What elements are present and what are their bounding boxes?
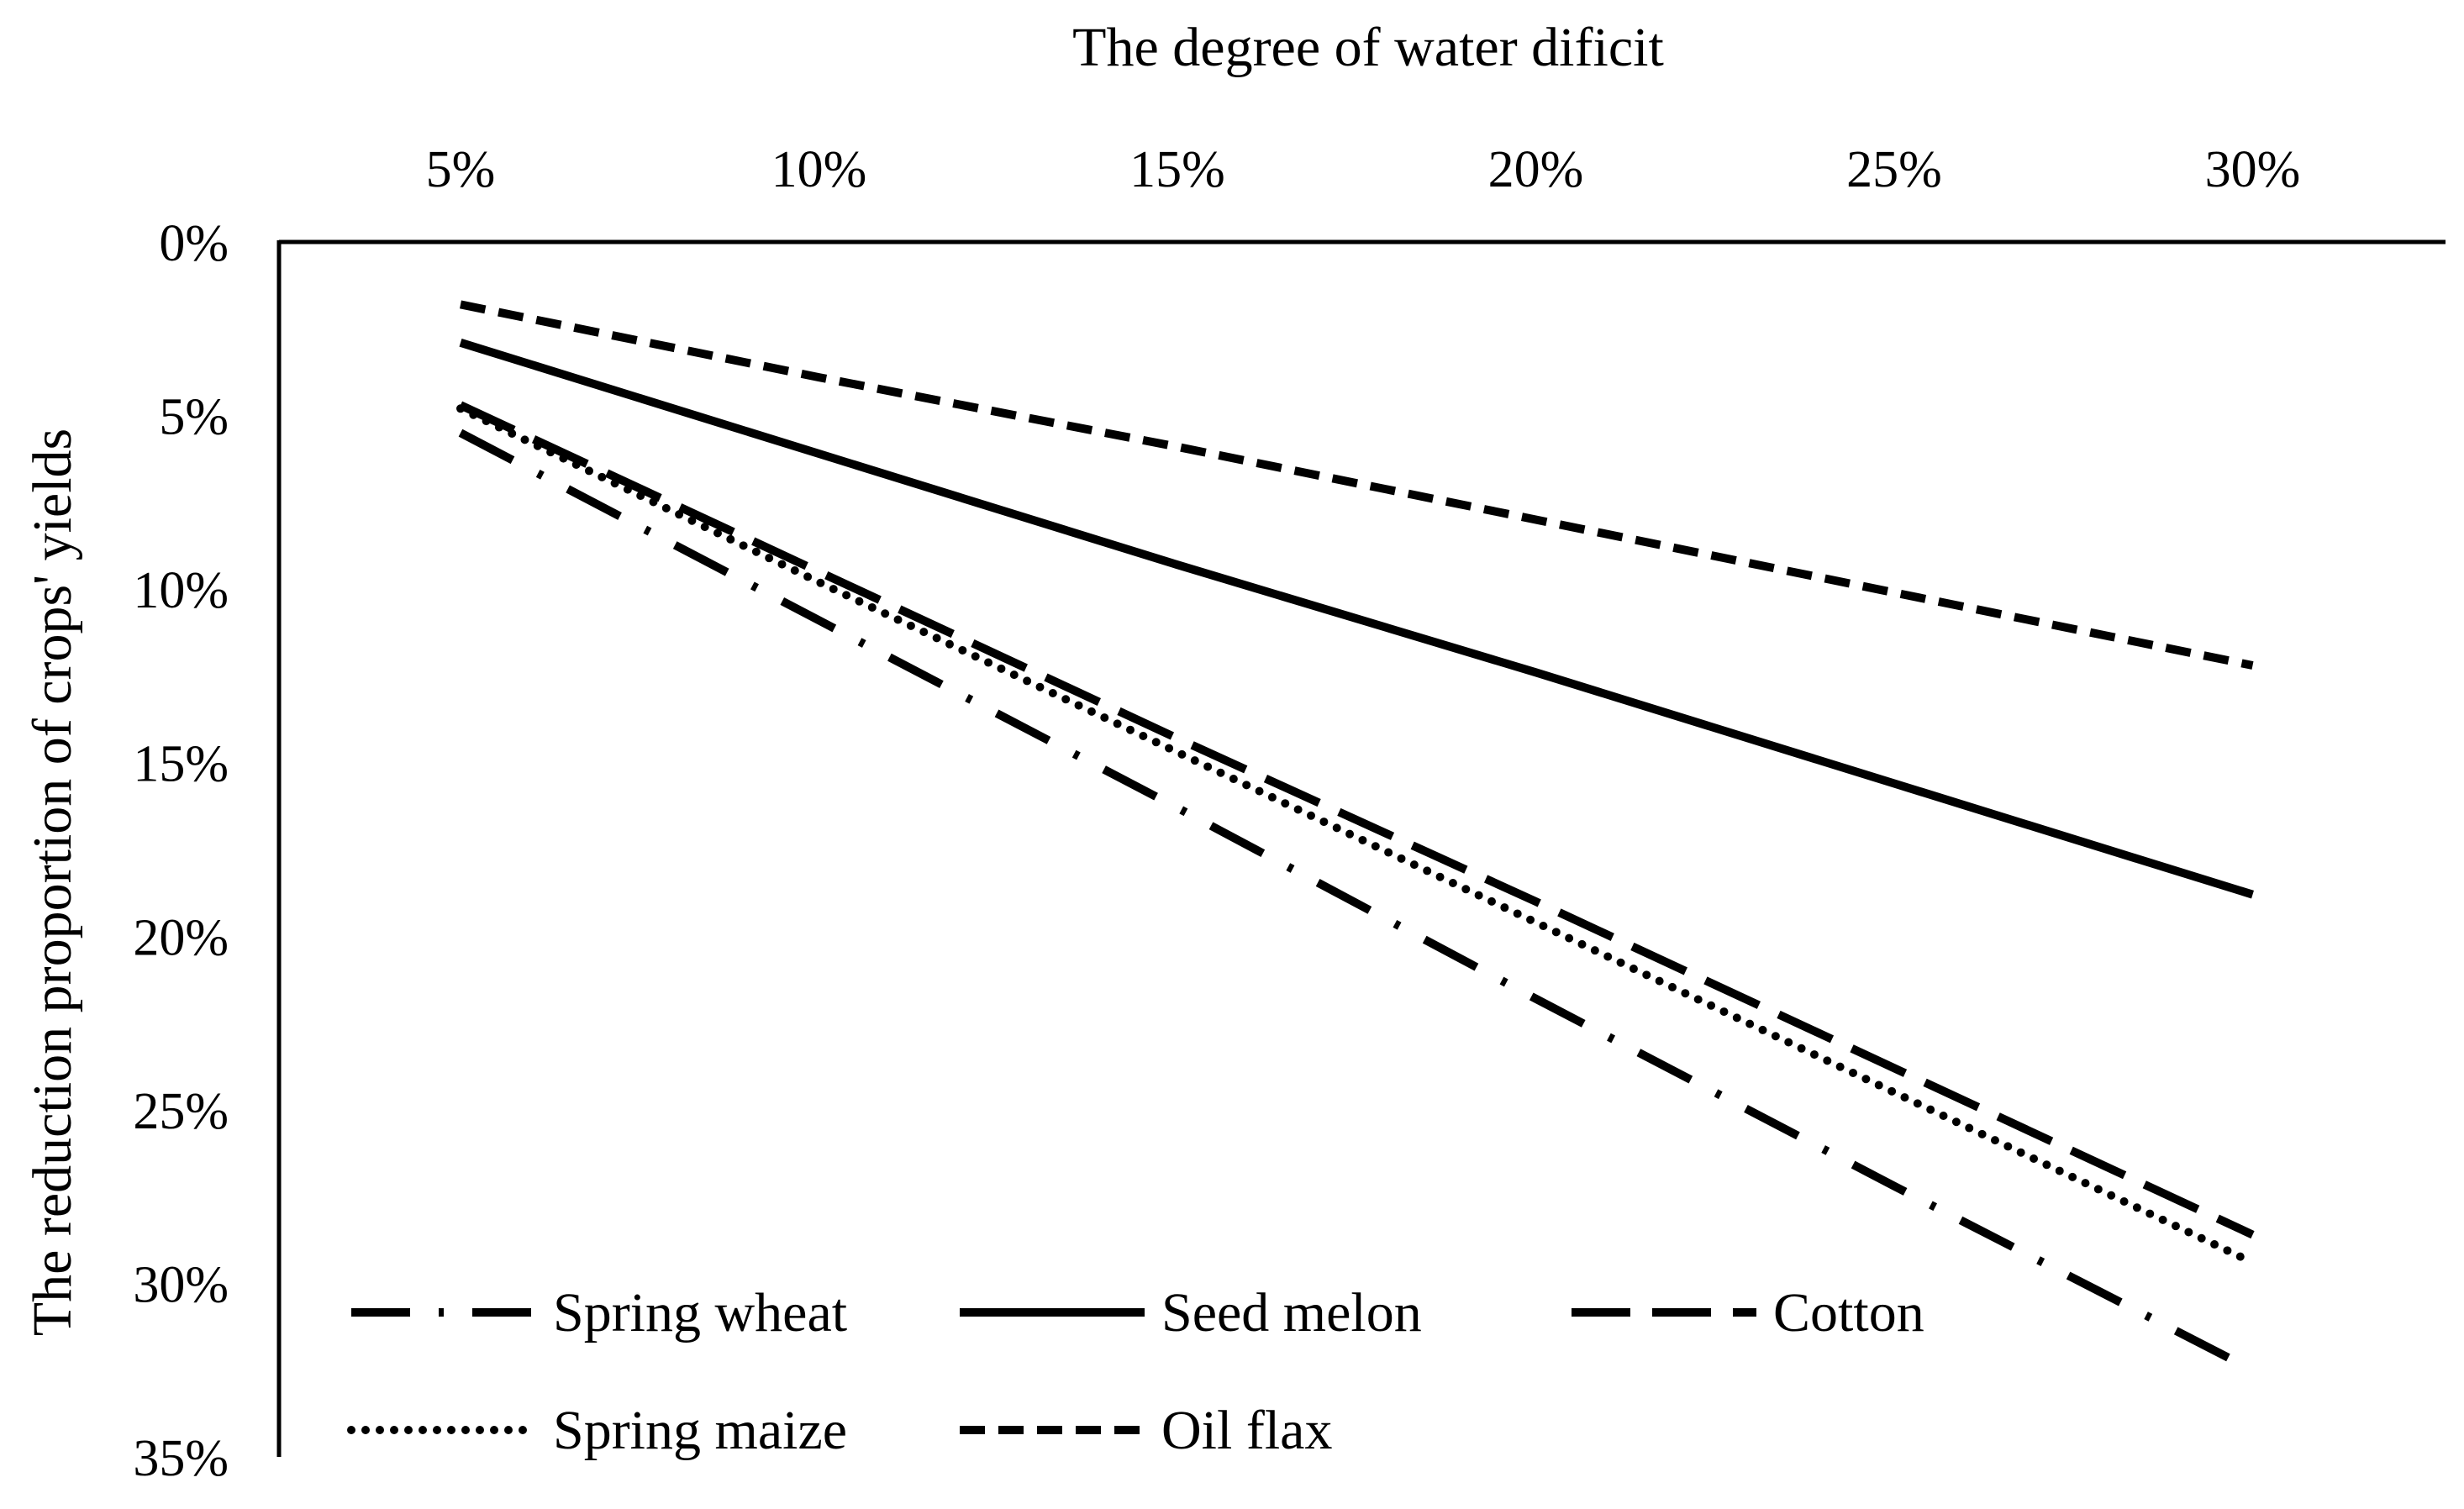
- legend-item-seed-melon: Seed melon: [960, 1282, 1422, 1343]
- x-tick-label: 30%: [2205, 141, 2301, 198]
- y-tick-label: 25%: [133, 1083, 229, 1140]
- x-tick-label: 20%: [1488, 141, 1584, 198]
- series-line-cotton: [458, 401, 2255, 1239]
- y-axis-title: The reduction proportion of crops' yield…: [22, 429, 83, 1336]
- series-line-spring-maize: [456, 404, 2257, 1267]
- x-tick-label: 15%: [1129, 141, 1225, 198]
- y-tick-label: 5%: [159, 389, 229, 446]
- legend-label: Seed melon: [1161, 1282, 1422, 1343]
- series-lines: [456, 300, 2257, 1375]
- y-tick-label: 10%: [133, 562, 229, 619]
- legend-label: Oil flax: [1161, 1400, 1332, 1461]
- legend-item-cotton: Cotton: [1572, 1282, 1924, 1343]
- legend-label: Spring wheat: [553, 1282, 847, 1343]
- y-tick-labels: 0% 5% 10% 15% 20% 25% 30% 35%: [133, 215, 229, 1487]
- x-axis-title: The degree of water dificit: [1072, 17, 1664, 78]
- legend-label: Spring maize: [553, 1400, 847, 1461]
- legend-item-spring-wheat: Spring wheat: [351, 1282, 847, 1343]
- y-tick-label: 0%: [159, 215, 229, 272]
- y-tick-label: 15%: [133, 736, 229, 793]
- x-tick-label: 25%: [1846, 141, 1942, 198]
- y-tick-label: 30%: [133, 1256, 229, 1313]
- y-tick-label: 20%: [133, 909, 229, 966]
- series-line-seed-melon: [459, 339, 2254, 899]
- legend-item-spring-maize: Spring maize: [347, 1400, 847, 1461]
- series-line-spring-wheat: [458, 429, 2255, 1375]
- x-tick-label: 5%: [426, 141, 496, 198]
- y-tick-label: 35%: [133, 1430, 229, 1487]
- axes: [276, 239, 2446, 1457]
- legend-item-oil-flax: Oil flax: [960, 1400, 1332, 1461]
- legend: Spring wheat Seed melon Cotton Spring maize…: [347, 1282, 1924, 1461]
- x-tick-label: 10%: [771, 141, 867, 198]
- x-tick-labels: 5% 10% 15% 20% 25% 30%: [426, 141, 2301, 198]
- legend-label: Cotton: [1773, 1282, 1924, 1343]
- series-line-oil-flax: [460, 300, 2254, 670]
